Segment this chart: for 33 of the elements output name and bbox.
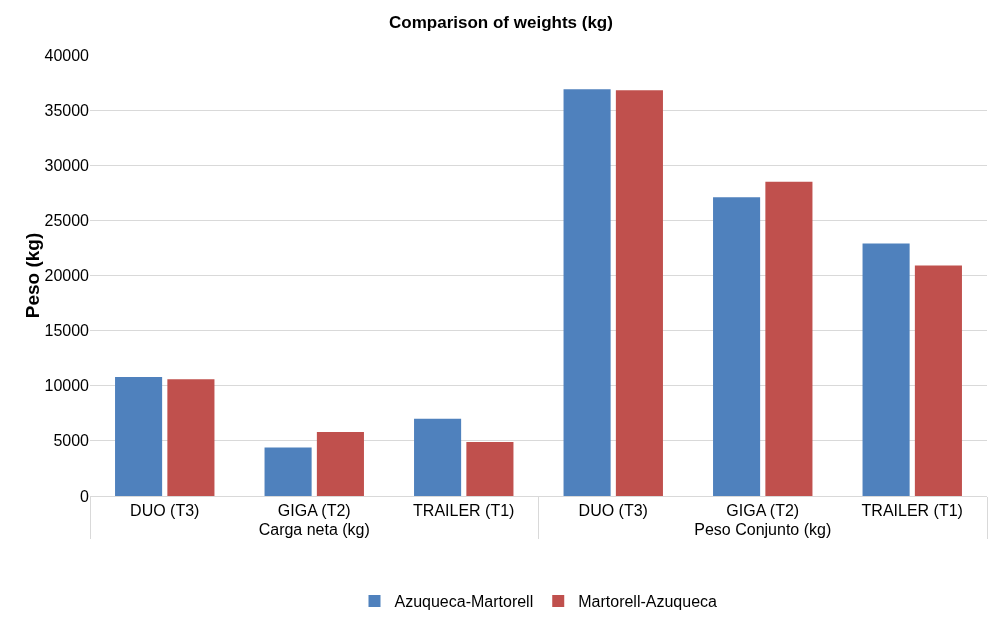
bar: [914, 265, 962, 496]
bar: [765, 181, 813, 496]
x-tick-label: TRAILER (T1): [413, 502, 515, 520]
bar: [167, 379, 215, 496]
y-axis-title: Peso (kg): [21, 232, 43, 319]
y-tick-label: 25000: [44, 211, 90, 229]
bar: [316, 432, 364, 496]
y-tick-label: 5000: [53, 432, 90, 450]
y-tick-label: 20000: [44, 267, 90, 285]
x-tick-label: DUO (T3): [130, 502, 200, 520]
y-tick-label: 10000: [44, 377, 90, 395]
bar: [414, 418, 462, 496]
x-tick-label: GIGA (T2): [277, 502, 351, 520]
y-tick-label: 40000: [44, 46, 90, 64]
y-tick-label: 15000: [44, 322, 90, 340]
x-tick-label: DUO (T3): [578, 502, 648, 520]
x-tick-label: TRAILER (T1): [861, 502, 963, 520]
text: Peso Conjunto (kg): [694, 521, 832, 539]
bar: [466, 441, 514, 496]
bar: [862, 243, 910, 496]
bar: [264, 447, 312, 496]
legend-label: Azuqueca-Martorell: [394, 593, 534, 611]
bar: [713, 197, 761, 496]
chart-title: Comparison of weights (kg): [389, 12, 613, 32]
bar: [615, 90, 663, 496]
y-tick-label: 35000: [44, 101, 90, 119]
y-tick-label: 0: [80, 487, 90, 505]
legend-label: Martorell-Azuqueca: [578, 593, 718, 611]
bar: [563, 89, 611, 496]
y-tick-label: 30000: [44, 156, 90, 174]
x-tick-label: GIGA (T2): [726, 502, 800, 520]
text: Carga neta (kg): [258, 521, 370, 539]
bar: [115, 376, 163, 496]
